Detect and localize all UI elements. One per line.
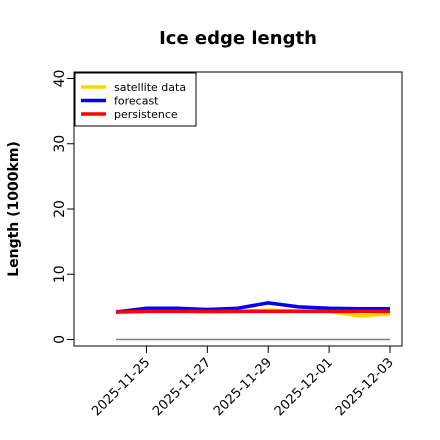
y-tick-label-3: 30 bbox=[52, 135, 68, 153]
y-axis: 0 10 20 30 40 bbox=[52, 70, 75, 344]
legend-label-1: forecast bbox=[114, 95, 159, 108]
legend-label-2: persistence bbox=[114, 108, 178, 121]
x-tick-label-0: 2025-11-25 bbox=[89, 355, 153, 419]
y-tick-label-0: 0 bbox=[52, 335, 68, 344]
x-tick-label-3: 2025-12-01 bbox=[272, 355, 336, 419]
series-line-forecast bbox=[115, 301, 390, 314]
chart-title: Ice edge length bbox=[159, 28, 317, 49]
y-axis-label: Length (1000km) bbox=[6, 141, 22, 277]
x-axis: 2025-11-252025-11-272025-11-292025-12-01… bbox=[89, 345, 397, 419]
legend-label-0: satellite data bbox=[114, 81, 186, 94]
series-line-persistence bbox=[115, 309, 390, 314]
x-tick-label-4: 2025-12-03 bbox=[333, 355, 397, 419]
series-layer bbox=[115, 301, 391, 318]
x-tick-label-1: 2025-11-27 bbox=[150, 355, 214, 419]
y-tick-label-1: 10 bbox=[52, 265, 68, 283]
x-tick-label-2: 2025-11-29 bbox=[211, 355, 275, 419]
y-tick-label-2: 20 bbox=[52, 200, 68, 218]
y-tick-label-4: 40 bbox=[52, 70, 68, 88]
